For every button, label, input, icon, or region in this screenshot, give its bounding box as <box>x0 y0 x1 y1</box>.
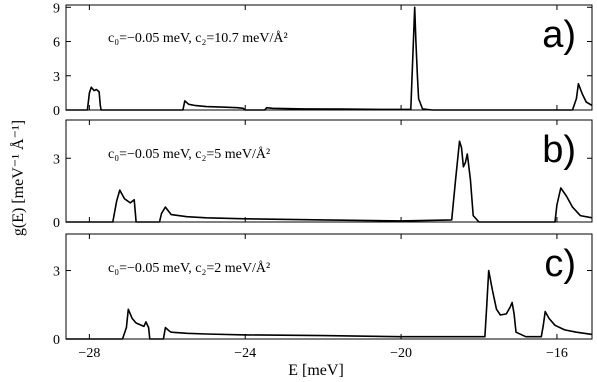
panel-letter: a) <box>542 14 576 56</box>
panel-letter: c) <box>544 243 576 285</box>
dos-curve-0 <box>66 6 593 111</box>
y-axis-label: g(E) [meV⁻¹ Å⁻¹] <box>9 120 27 236</box>
panel-2: 0 3 c₀=−0.05 meV, c₂=2 meV/Å² c) <box>53 233 593 348</box>
x-tick-label: −24 <box>234 346 256 361</box>
y-tick-label: 9 <box>53 1 60 16</box>
x-tick-label: −20 <box>390 346 412 361</box>
panel-frame <box>65 119 593 223</box>
y-tick-label: 6 <box>53 36 60 51</box>
dos-curve-2 <box>66 269 593 340</box>
x-tick-label: −28 <box>78 346 100 361</box>
y-tick-label: 3 <box>53 152 60 167</box>
panel-frame <box>65 233 593 340</box>
panel-letter: b) <box>542 129 576 171</box>
y-tick-label: 0 <box>53 216 60 231</box>
y-tick-label: 0 <box>53 104 60 119</box>
panel-annotation: c₀=−0.05 meV, c₂=5 meV/Å² <box>108 146 270 162</box>
y-tick-label: 0 <box>53 333 60 348</box>
panel-annotation: c₀=−0.05 meV, c₂=10.7 meV/Å² <box>108 30 288 46</box>
panel-annotation: c₀=−0.05 meV, c₂=2 meV/Å² <box>108 260 270 276</box>
panels-group: 0 3 6 9 c₀=−0.05 meV, c₂=10.7 meV/Å² a) 0 3 c₀=−… <box>53 1 593 348</box>
x-axis-label: E [meV] <box>288 362 344 379</box>
panel-1: 0 3 c₀=−0.05 meV, c₂=5 meV/Å² b) <box>53 119 593 231</box>
dos-curve-1 <box>66 140 593 223</box>
x-axis: −28 −24 −20 −16 <box>78 346 567 361</box>
y-tick-label: 3 <box>53 70 60 85</box>
y-tick-label: 3 <box>53 265 60 280</box>
panel-0: 0 3 6 9 c₀=−0.05 meV, c₂=10.7 meV/Å² a) <box>53 1 593 119</box>
x-tick-label: −16 <box>546 346 568 361</box>
panel-frame <box>65 4 593 111</box>
